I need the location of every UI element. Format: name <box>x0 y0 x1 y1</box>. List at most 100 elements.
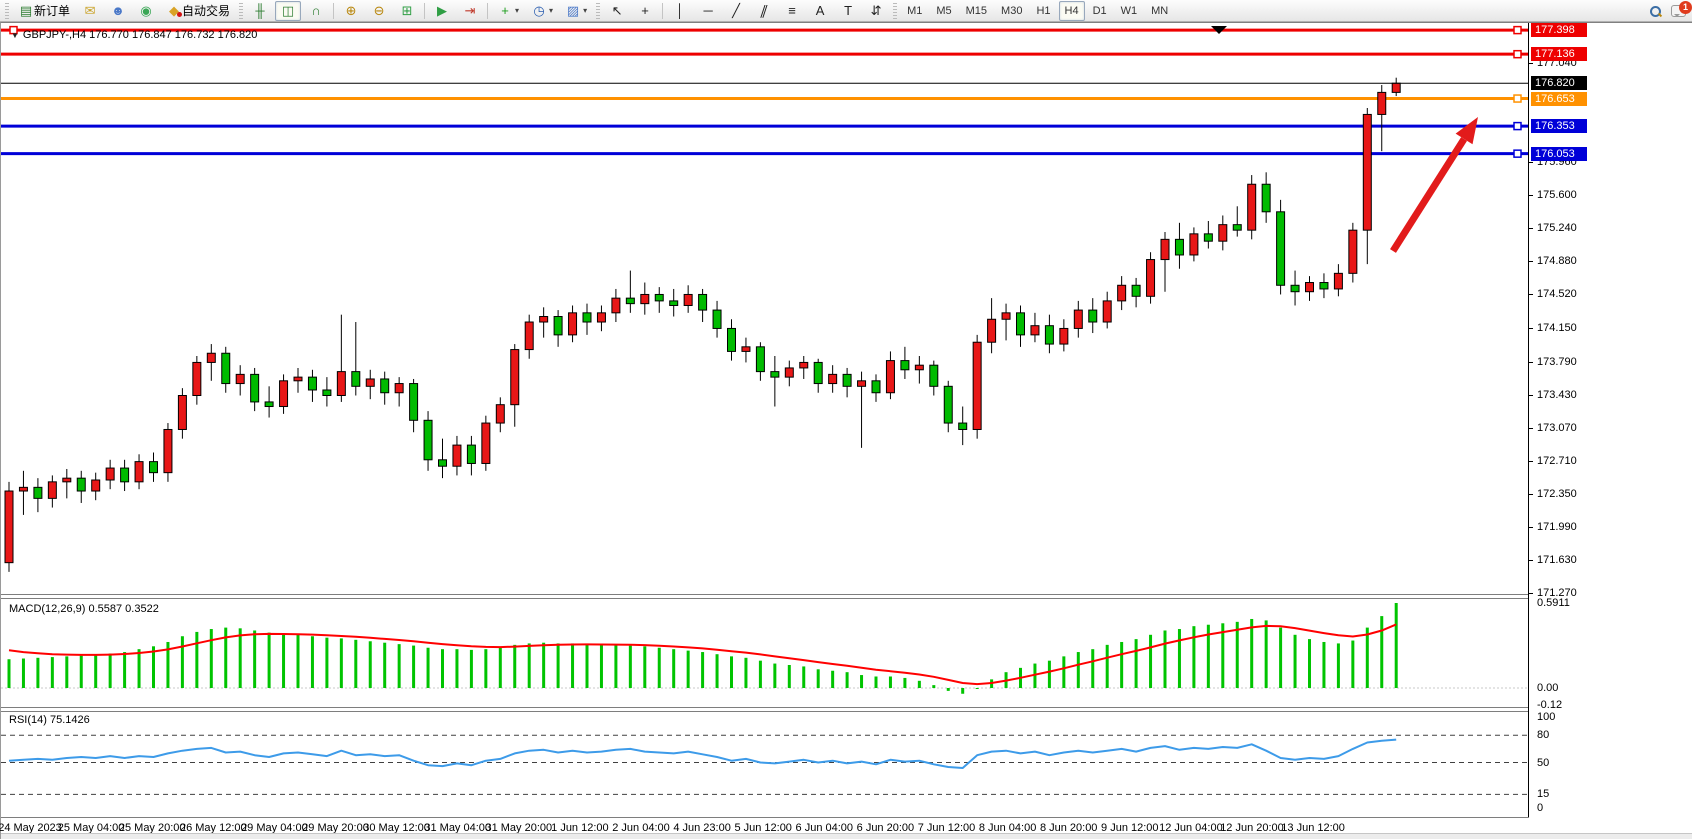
toolbar-grip[interactable] <box>596 2 601 19</box>
macd-histogram-bar <box>744 657 748 688</box>
candle-body <box>857 380 867 387</box>
candle-body <box>799 361 809 369</box>
pane-separator[interactable] <box>1 711 1692 712</box>
macd-histogram-bar <box>686 650 690 688</box>
line-anchor-marker[interactable] <box>1513 25 1522 35</box>
line-chart-button[interactable]: ∩ <box>303 1 329 21</box>
text-button[interactable]: A <box>807 1 833 21</box>
macd-histogram-bar <box>816 669 820 688</box>
price-tick-label: 174.520 <box>1537 288 1577 301</box>
arrows-button[interactable]: ⇵ <box>863 1 889 21</box>
new-order-button[interactable]: ▤ 新订单 <box>13 1 75 21</box>
time-axis-label: 8 Jun 04:00 <box>978 822 1037 834</box>
zoom-in-button[interactable]: ⊕ <box>338 1 364 21</box>
price-tick-label: 173.790 <box>1537 355 1577 368</box>
toolbar-grip[interactable] <box>239 2 244 19</box>
algo-trading-stop-dot <box>177 12 183 17</box>
macd-axis-label: -0.12 <box>1537 699 1563 712</box>
pane-separator[interactable] <box>1 707 1692 708</box>
annotation-arrow-shaft[interactable] <box>1390 137 1468 253</box>
macd-histogram-bar <box>787 664 791 688</box>
candle-body <box>1218 224 1228 242</box>
timeframe-m5[interactable]: M5 <box>936 4 952 17</box>
zoom-out-button[interactable]: ⊖ <box>366 1 392 21</box>
line-anchor-marker[interactable] <box>1513 121 1522 131</box>
cursor-button[interactable]: ↖ <box>604 1 630 21</box>
line-anchor-marker[interactable] <box>1513 94 1522 103</box>
auto-trading-button[interactable]: ◆ 自动交易 <box>161 1 235 21</box>
horizontal-line-button[interactable]: ─ <box>695 1 721 21</box>
line-anchor-marker[interactable] <box>9 25 18 35</box>
crosshair-button[interactable]: + <box>632 1 658 21</box>
toolbar-separator <box>662 2 664 19</box>
macd-histogram-bar <box>917 680 921 688</box>
profile-button[interactable]: ☻ <box>105 1 131 21</box>
timeframe-d1[interactable]: D1 <box>1092 4 1107 17</box>
pane-separator[interactable] <box>1 594 1692 595</box>
macd-histogram-bar <box>238 628 242 688</box>
candle-body <box>828 373 838 385</box>
candlestick-icon: ◫ <box>281 2 295 18</box>
equidistant-channel-button[interactable]: ∥ <box>751 1 777 21</box>
chart-canvas[interactable] <box>1 23 1692 839</box>
bar-chart-button[interactable]: ╫ <box>247 1 273 21</box>
candle-body <box>279 380 289 408</box>
macd-histogram-bar <box>108 653 112 688</box>
candle-body <box>813 361 823 385</box>
search-icon[interactable] <box>1650 5 1661 17</box>
macd-histogram-bar <box>383 642 387 688</box>
bar-chart-icon: ╫ <box>255 2 265 18</box>
time-axis-label: 25 May 04:00 <box>57 822 125 834</box>
line-anchor-marker[interactable] <box>1513 149 1522 158</box>
auto-scroll-button[interactable]: ▶ <box>429 1 455 21</box>
candle-body <box>1189 233 1199 256</box>
publish-button[interactable]: ✉ <box>77 1 103 21</box>
macd-histogram-bar <box>94 654 98 688</box>
timeframe-m1[interactable]: M1 <box>907 4 923 17</box>
macd-signal-line <box>8 623 1397 686</box>
timeframe-m15[interactable]: M15 <box>965 4 988 17</box>
crosshair-icon: + <box>641 2 649 18</box>
fibonacci-button[interactable]: ≡ <box>779 1 805 21</box>
time-axis-label: 12 Jun 04:00 <box>1159 822 1223 834</box>
collapse-triangle-icon[interactable]: ▼ <box>11 31 19 40</box>
signals-button[interactable]: ◉ <box>133 1 159 21</box>
pane-separator[interactable] <box>1 598 1692 599</box>
chart-shift-button[interactable]: ⇥ <box>457 1 483 21</box>
macd-histogram-bar <box>758 660 762 688</box>
candle-body <box>1290 284 1300 293</box>
price-tick-label: 174.150 <box>1537 322 1577 335</box>
candle-body <box>62 477 72 483</box>
timeframe-m30[interactable]: M30 <box>1001 4 1023 17</box>
chevron-down-icon: ▾ <box>549 6 554 15</box>
time-axis-label: 30 May 12:00 <box>363 822 430 834</box>
candle-body <box>1203 233 1213 242</box>
trendline-button[interactable]: ╱ <box>723 1 749 21</box>
text-label-button[interactable]: T <box>835 1 861 21</box>
candle-body <box>336 371 346 396</box>
line-anchor-marker[interactable] <box>1513 49 1522 59</box>
tile-windows-button[interactable]: ⊞ <box>394 1 420 21</box>
macd-histogram-bar <box>1192 626 1196 688</box>
macd-histogram-bar <box>571 643 575 688</box>
candlestick-button[interactable]: ◫ <box>275 0 302 21</box>
macd-histogram-bar <box>325 637 329 688</box>
chat-icon[interactable]: 1 <box>1671 1 1692 17</box>
toolbar-grip[interactable] <box>5 2 9 19</box>
periods-button[interactable]: ◷ ▾ <box>526 1 558 21</box>
annotation-arrow-head[interactable] <box>1455 117 1478 145</box>
candle-body <box>18 486 28 492</box>
price-axis[interactable]: 177.040 175.960 175.600 175.240 174.880 174.5… <box>1529 23 1692 839</box>
timeframe-h1[interactable]: H1 <box>1036 4 1051 17</box>
timeframe-mn[interactable]: MN <box>1151 4 1169 17</box>
toolbar-grip[interactable] <box>893 2 898 19</box>
vertical-line-icon: │ <box>676 2 685 18</box>
zoom-in-icon: ⊕ <box>345 2 357 18</box>
timeframe-w1[interactable]: W1 <box>1120 4 1138 17</box>
templates-button[interactable]: ▨ ▾ <box>560 1 592 21</box>
time-axis-label: 31 May 20:00 <box>485 822 553 834</box>
macd-label: MACD(12,26,9) 0.5587 0.3522 <box>9 603 159 615</box>
timeframe-h4[interactable]: H4 <box>1058 0 1085 21</box>
indicators-button[interactable]: + ▾ <box>492 1 524 21</box>
vertical-line-button[interactable]: │ <box>667 1 693 21</box>
